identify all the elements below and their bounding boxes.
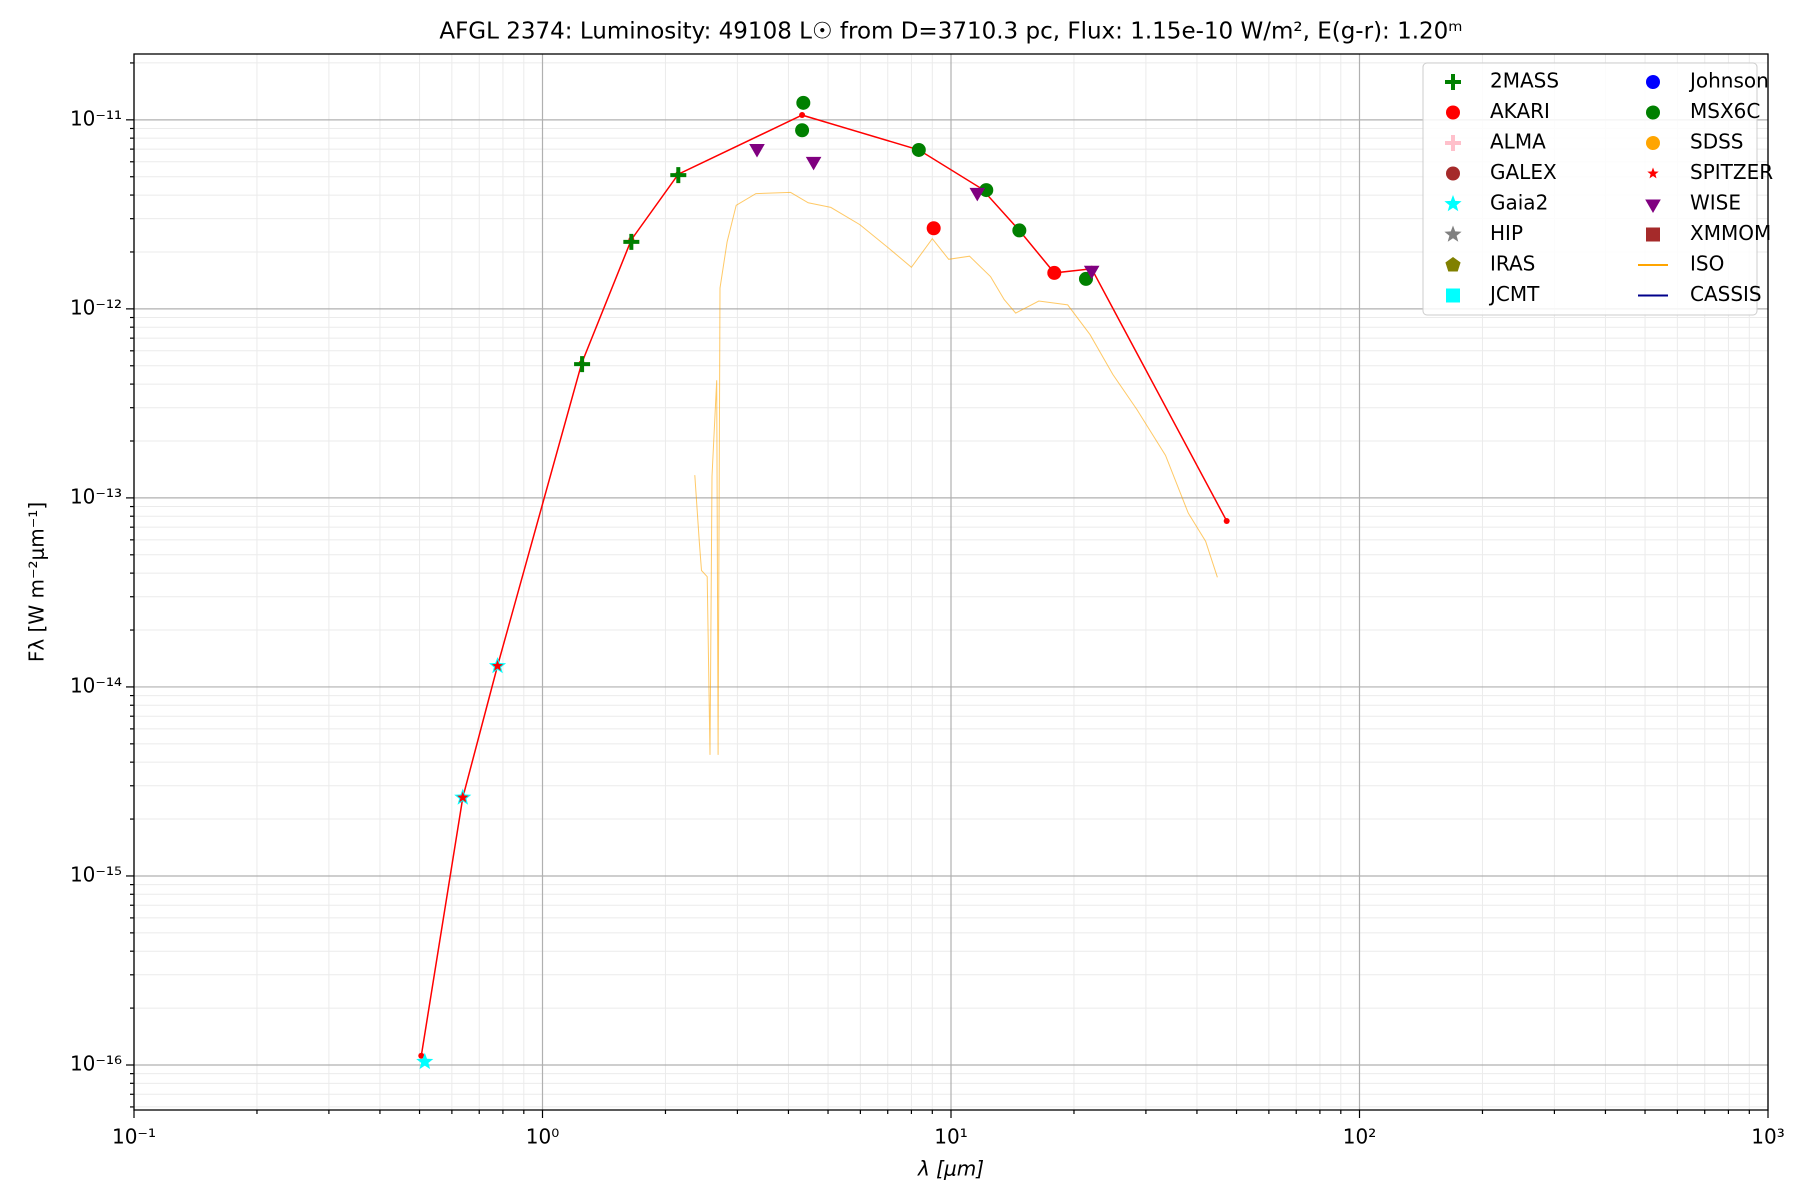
y-tick-label: 10⁻¹⁶	[70, 1051, 122, 1075]
legend-label: AKARI	[1490, 99, 1550, 123]
marker-triangle	[1083, 265, 1100, 280]
legend-marker	[1646, 227, 1660, 242]
legend-label: SDSS	[1690, 130, 1744, 154]
legend-marker	[1645, 199, 1661, 213]
legend-marker	[1445, 74, 1461, 90]
marker-plus	[623, 233, 640, 250]
legend-marker	[1647, 167, 1659, 179]
legend-label: 2MASS	[1490, 69, 1559, 93]
marker-star	[491, 660, 504, 671]
x-tick-label: 10⁻¹	[112, 1125, 156, 1149]
legend-label: SPITZER	[1690, 160, 1773, 184]
plot-frame	[133, 53, 1769, 1111]
marker-circle	[979, 183, 994, 198]
x-tick-label: 10³	[1751, 1125, 1784, 1149]
legend-marker	[1444, 225, 1462, 242]
marker-circle	[926, 221, 941, 236]
marker-circle	[796, 95, 811, 110]
marker-plus	[670, 167, 687, 184]
legend-label: HIP	[1490, 221, 1523, 245]
marker-triangle	[749, 144, 765, 158]
plot-area	[416, 95, 1230, 1070]
model-point	[1223, 517, 1230, 524]
legend-label: GALEX	[1490, 160, 1557, 184]
legend-label: IRAS	[1490, 252, 1535, 276]
legend-marker	[1446, 288, 1460, 303]
legend-marker	[1446, 105, 1460, 120]
y-tick-label: 10⁻¹⁴	[70, 673, 122, 697]
marker-triangle	[805, 156, 822, 171]
legend-label: JCMT	[1488, 282, 1540, 306]
y-axis-label: Fλ [W m⁻²μm⁻¹]	[25, 502, 49, 662]
legend-label: ALMA	[1490, 130, 1546, 154]
legend-marker	[1646, 75, 1660, 89]
marker-circle	[911, 142, 926, 157]
y-tick-label: 10⁻¹³	[70, 484, 122, 508]
y-tick-label: 10⁻¹²	[70, 295, 122, 319]
y-tick-label: 10⁻¹⁵	[70, 862, 122, 886]
legend-marker	[1646, 136, 1660, 150]
y-tick-label: 10⁻¹¹	[70, 106, 122, 130]
model-point	[418, 1052, 425, 1059]
marker-star	[416, 1052, 434, 1070]
legend-label: ISO	[1690, 252, 1724, 276]
x-tick-label: 10²	[1343, 1125, 1376, 1149]
marker-circle	[795, 123, 810, 138]
legend-marker	[1445, 135, 1461, 151]
legend-label: WISE	[1690, 191, 1741, 215]
chart-title: AFGL 2374: Luminosity: 49108 L☉ from D=3…	[439, 19, 1462, 45]
legend-marker	[1646, 105, 1660, 120]
legend-marker	[1444, 195, 1462, 212]
marker-plus	[574, 356, 591, 373]
model-point	[799, 112, 806, 119]
marker-triangle	[969, 187, 986, 202]
marker-circle	[1047, 265, 1062, 280]
legend-marker	[1445, 257, 1461, 272]
marker-star	[457, 791, 469, 803]
legend-label: Johnson	[1688, 69, 1769, 93]
legend-label: XMMOM	[1690, 221, 1771, 245]
x-tick-label: 10¹	[934, 1125, 967, 1149]
legend-label: Gaia2	[1490, 191, 1548, 215]
x-tick-label: 10⁰	[526, 1125, 559, 1149]
legend-label: CASSIS	[1690, 282, 1762, 306]
legend-label: MSX6C	[1690, 99, 1760, 123]
x-axis-label: λ [μm]	[917, 1157, 984, 1181]
marker-circle	[1012, 223, 1027, 238]
legend-marker	[1446, 166, 1460, 181]
legend-box	[1422, 62, 1758, 316]
spectrum-line	[694, 191, 1218, 755]
